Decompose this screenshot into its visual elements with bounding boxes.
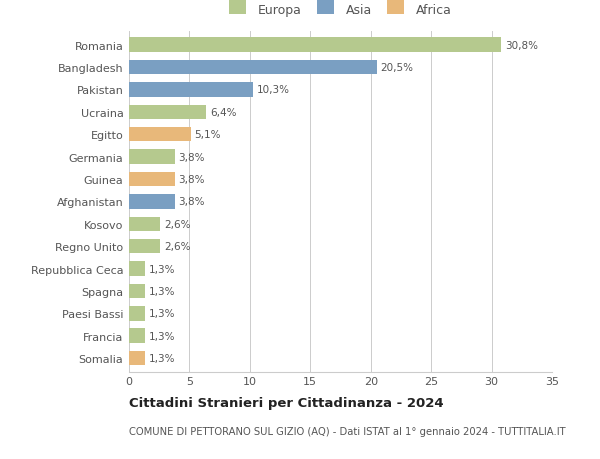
Text: 2,6%: 2,6% xyxy=(164,241,191,252)
Bar xyxy=(129,128,191,142)
Bar xyxy=(129,307,145,321)
Text: 1,3%: 1,3% xyxy=(148,264,175,274)
Bar xyxy=(129,262,145,276)
Text: 20,5%: 20,5% xyxy=(380,63,413,73)
Text: 1,3%: 1,3% xyxy=(148,353,175,364)
Bar xyxy=(129,150,175,164)
Bar xyxy=(129,284,145,299)
Text: 10,3%: 10,3% xyxy=(257,85,290,95)
Bar xyxy=(129,217,160,232)
Bar xyxy=(129,105,206,120)
Bar xyxy=(129,38,501,53)
Bar xyxy=(129,195,175,209)
Text: 3,8%: 3,8% xyxy=(179,174,205,185)
Text: 1,3%: 1,3% xyxy=(148,309,175,319)
Bar xyxy=(129,351,145,366)
Text: 2,6%: 2,6% xyxy=(164,219,191,230)
Text: 30,8%: 30,8% xyxy=(505,40,538,50)
Text: 1,3%: 1,3% xyxy=(148,331,175,341)
Bar xyxy=(129,61,377,75)
Bar xyxy=(129,240,160,254)
Bar xyxy=(129,329,145,343)
Bar xyxy=(129,83,253,97)
Bar xyxy=(129,172,175,187)
Text: 5,1%: 5,1% xyxy=(194,130,221,140)
Text: 3,8%: 3,8% xyxy=(179,152,205,162)
Text: 6,4%: 6,4% xyxy=(210,107,236,118)
Legend: Europa, Asia, Africa: Europa, Asia, Africa xyxy=(227,1,454,19)
Text: COMUNE DI PETTORANO SUL GIZIO (AQ) - Dati ISTAT al 1° gennaio 2024 - TUTTITALIA.: COMUNE DI PETTORANO SUL GIZIO (AQ) - Dat… xyxy=(129,426,566,436)
Text: 1,3%: 1,3% xyxy=(148,286,175,297)
Text: 3,8%: 3,8% xyxy=(179,197,205,207)
Text: Cittadini Stranieri per Cittadinanza - 2024: Cittadini Stranieri per Cittadinanza - 2… xyxy=(129,396,443,409)
